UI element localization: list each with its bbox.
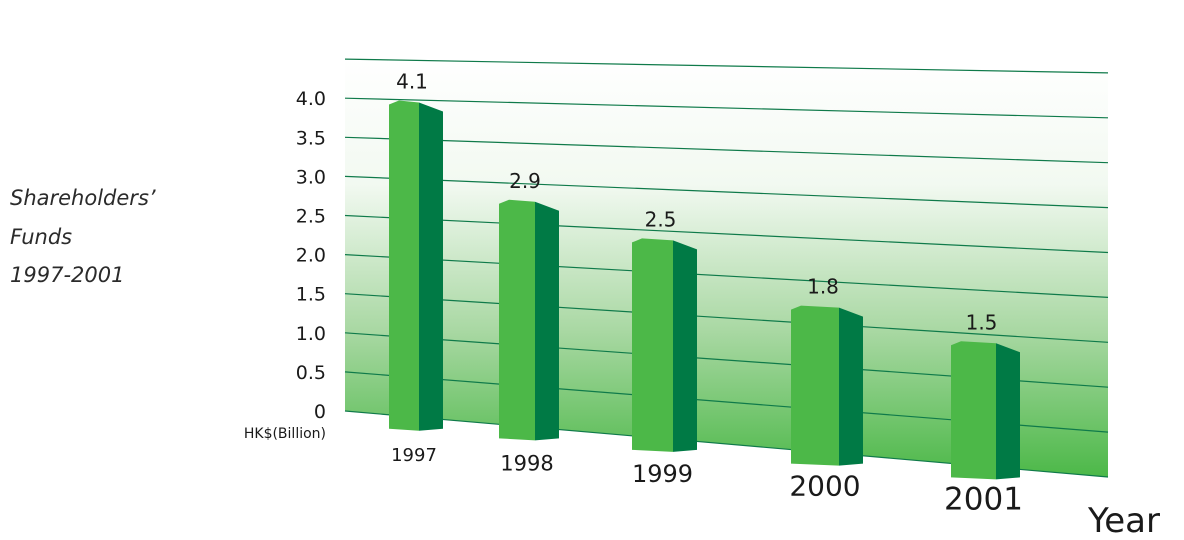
value-label-1998: 2.9 bbox=[509, 169, 541, 193]
value-label-2000: 1.8 bbox=[807, 275, 839, 299]
bar-side-face bbox=[419, 102, 443, 431]
bar-side-face bbox=[535, 201, 559, 441]
bars bbox=[389, 100, 1020, 480]
value-label-2001: 1.5 bbox=[966, 310, 998, 334]
y-tick-label: 1.0 bbox=[296, 323, 326, 345]
x-axis-title: Year bbox=[1087, 501, 1160, 535]
x-tick-label-2001: 2001 bbox=[944, 481, 1023, 517]
y-tick-label: 0 bbox=[314, 401, 326, 423]
x-tick-label-2000: 2000 bbox=[789, 470, 860, 503]
value-label-1997: 4.1 bbox=[396, 69, 428, 93]
bar-2001 bbox=[951, 341, 1020, 480]
y-tick-label: 4.0 bbox=[296, 88, 326, 110]
x-tick-label-1998: 1998 bbox=[500, 451, 553, 475]
y-tick-label: 2.5 bbox=[296, 206, 326, 228]
y-axis-ticks: 0 0.5 1.0 1.5 2.0 2.5 3.0 3.5 4.0 bbox=[296, 88, 326, 423]
grid-line bbox=[344, 214, 1109, 254]
value-label-1999: 2.5 bbox=[645, 207, 677, 231]
bar-front-face bbox=[632, 238, 673, 452]
bar-front-face bbox=[791, 305, 839, 466]
x-tick-label-1999: 1999 bbox=[632, 460, 693, 488]
grid-line bbox=[344, 175, 1109, 209]
x-tick-label-1997: 1997 bbox=[391, 445, 437, 466]
y-tick-label: 0.5 bbox=[296, 362, 326, 384]
grid-line bbox=[344, 58, 1109, 74]
y-tick-label: 3.5 bbox=[296, 127, 326, 149]
grid-line bbox=[344, 254, 1109, 298]
y-tick-label: 1.5 bbox=[296, 284, 326, 306]
bar-front-face bbox=[499, 199, 535, 441]
chart-title-line-2: Funds bbox=[10, 225, 72, 249]
x-axis-labels: 1997 1998 1999 2000 2001 bbox=[391, 445, 1023, 518]
bar-side-face bbox=[839, 307, 863, 466]
chart-title-line-3: 1997-2001 bbox=[10, 263, 124, 287]
chart-title: Shareholders’ Funds 1997-2001 bbox=[10, 186, 156, 287]
grid-line bbox=[344, 136, 1109, 164]
bar-1998 bbox=[499, 199, 559, 441]
y-tick-label: 2.0 bbox=[296, 245, 326, 267]
bar-side-face bbox=[673, 240, 697, 452]
bar-front-face bbox=[389, 100, 419, 431]
chart-title-line-1: Shareholders’ bbox=[10, 186, 156, 210]
value-labels: 4.1 2.9 2.5 1.8 1.5 bbox=[396, 69, 997, 334]
bar-side-face bbox=[996, 343, 1020, 480]
grid-line bbox=[344, 293, 1109, 343]
bar-2000 bbox=[791, 305, 863, 466]
grid-line bbox=[344, 97, 1109, 119]
y-tick-label: 3.0 bbox=[296, 166, 326, 188]
bar-front-face bbox=[951, 341, 996, 480]
bar-1997 bbox=[389, 100, 443, 431]
bar-1999 bbox=[632, 238, 697, 452]
y-unit-label: HK$(Billion) bbox=[244, 426, 326, 442]
